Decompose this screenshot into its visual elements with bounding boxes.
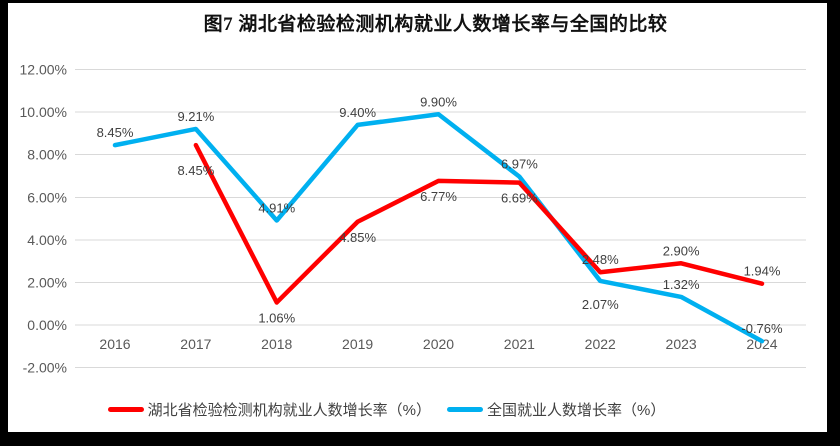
y-axis-tick-label: 10.00% [20,104,67,120]
data-label-national: -0.76% [741,321,783,336]
data-label-national: 1.32% [663,277,700,292]
x-axis-tick-label: 2020 [423,336,454,352]
y-axis-tick-label: 4.00% [27,232,67,248]
x-axis-tick-label: 2019 [342,336,373,352]
data-label-national: 9.40% [339,105,376,120]
y-axis-tick-label: 2.00% [27,274,67,290]
data-label-national: 6.97% [501,157,538,172]
x-axis-tick-label: 2021 [504,336,535,352]
y-axis-tick-label: 8.00% [27,147,67,163]
data-label-hubei: 8.45% [177,163,214,178]
y-axis-tick-label: 12.00% [20,62,67,78]
y-axis-tick-label: -2.00% [23,360,67,376]
data-label-national: 2.07% [582,297,619,312]
data-label-national: 9.90% [420,94,457,109]
x-axis-tick-label: 2024 [746,336,777,352]
x-axis-tick-label: 2023 [666,336,697,352]
x-axis-tick-label: 2018 [261,336,292,352]
legend: 湖北省检验检测机构就业人数增长率（%） 全国就业人数增长率（%） [8,398,765,420]
chart-surface: 12.00% 10.00% 8.00% 6.00% 4.00% 2.00% 0.00% -2.… [8,3,827,432]
data-label-hubei: 6.77% [420,189,457,204]
legend-label-hubei: 湖北省检验检测机构就业人数增长率（%） [147,401,431,419]
x-axis-tick-label: 2022 [585,336,616,352]
y-axis-tick-label: 6.00% [27,189,67,205]
data-label-national: 4.91% [258,200,295,215]
data-label-hubei: 2.48% [582,252,619,267]
data-label-hubei: 2.90% [663,243,700,258]
series-line-hubei [193,142,765,305]
data-label-national: 9.21% [177,109,214,124]
data-label-national: 8.45% [97,125,134,140]
legend-swatch-hubei [107,406,144,412]
legend-swatch-national [447,406,483,412]
legend-label-national: 全国就业人数增长率（%） [487,401,666,419]
series-line-national [112,112,765,344]
chart-title: 图7 湖北省检验检测机构就业人数增长率与全国的比较 [203,14,668,35]
data-label-hubei: 4.85% [339,230,376,245]
plot-area: 12.00% 10.00% 8.00% 6.00% 4.00% 2.00% 0.00% -2.… [20,62,806,376]
data-label-hubei: 1.06% [258,310,295,325]
data-label-hubei: 1.94% [744,264,781,279]
legend-item-hubei: 湖北省检验检测机构就业人数增长率（%） [107,399,431,420]
legend-item-national: 全国就业人数增长率（%） [447,399,665,420]
x-axis-tick-label: 2017 [180,336,211,352]
data-label-hubei: 6.69% [501,191,538,206]
y-axis-tick-label: 0.00% [27,317,67,333]
x-axis-tick-label: 2016 [99,336,130,352]
